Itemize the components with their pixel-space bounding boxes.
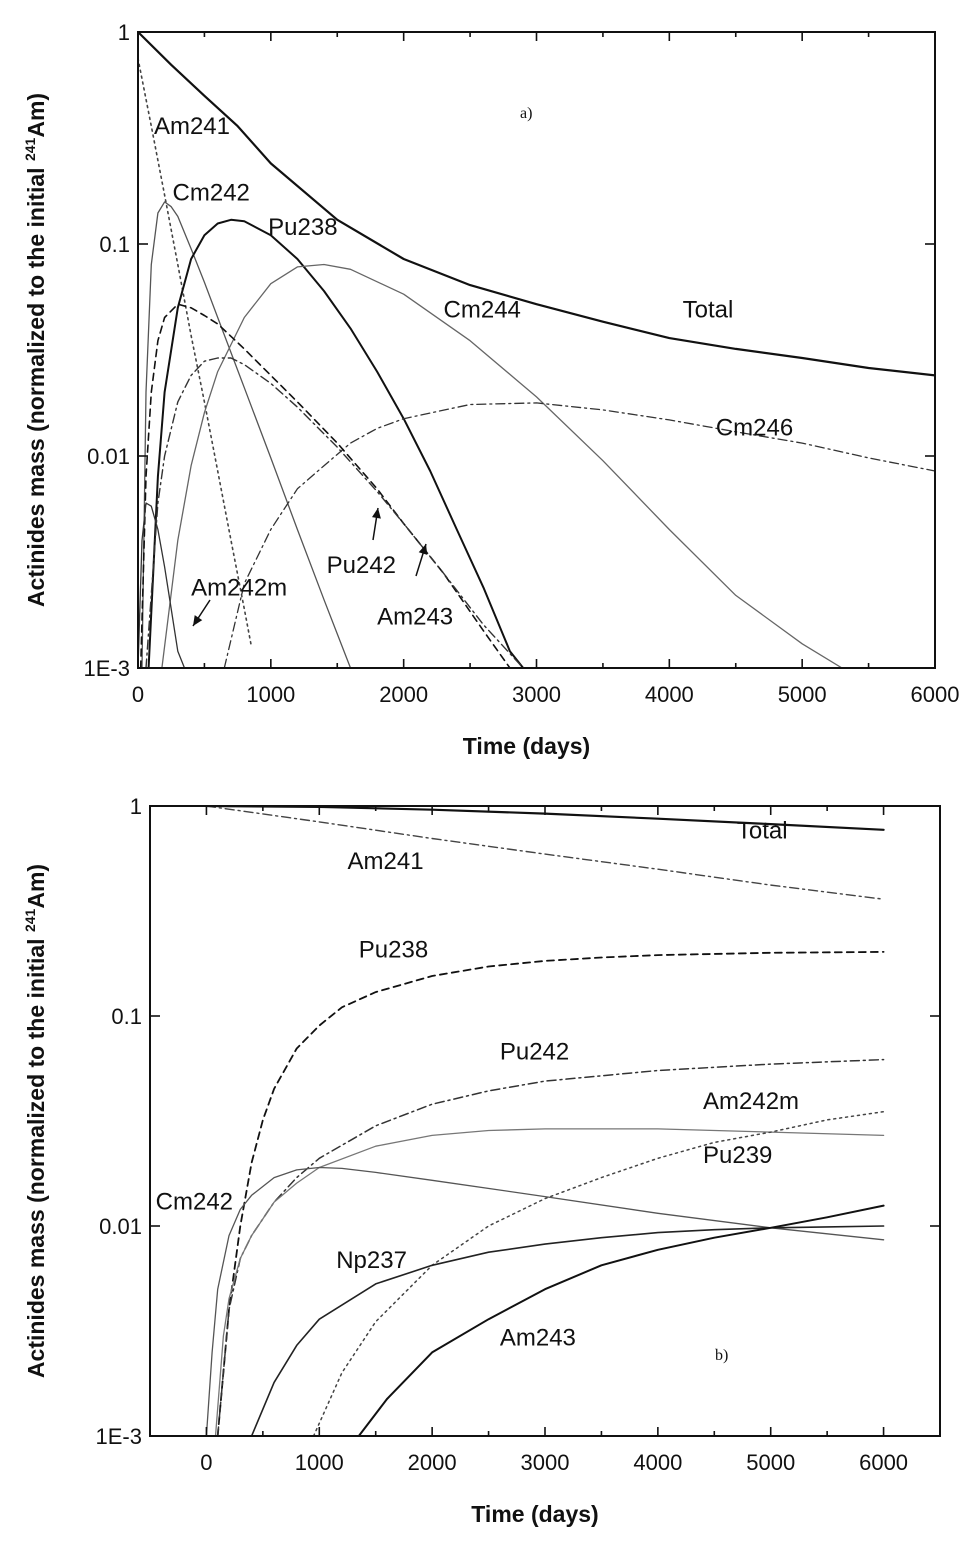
series-line-am243: [357, 1204, 885, 1436]
x-tick-label: 6000: [911, 682, 960, 707]
x-axis-label: Time (days): [471, 1501, 598, 1527]
series-line-cm242: [205, 1166, 885, 1436]
x-tick-label: 2000: [408, 1450, 457, 1475]
y-tick-label: 1E-3: [84, 656, 130, 681]
series-label-cm242: Cm242: [173, 180, 250, 207]
series-label-cm244: Cm244: [444, 297, 521, 324]
x-axis-label: Time (days): [463, 733, 590, 759]
series-label-total: Total: [737, 818, 788, 845]
series-label-cm246: Cm246: [716, 414, 793, 441]
series-line-cm244: [161, 263, 843, 668]
series-label-pu242: Pu242: [500, 1039, 569, 1066]
series-label-np237: Np237: [336, 1247, 407, 1274]
x-tick-label: 6000: [859, 1450, 908, 1475]
series-group: [138, 32, 935, 668]
x-tick-label: 0: [132, 682, 144, 707]
annotation-arrowhead: [372, 508, 381, 519]
x-tick-label: 0: [200, 1450, 212, 1475]
y-tick-label: 1: [118, 20, 130, 45]
series-label-cm242: Cm242: [156, 1188, 233, 1215]
series-label-am243: Am243: [377, 604, 453, 631]
panel-label: a): [520, 105, 532, 122]
y-tick-label: 0.01: [87, 444, 130, 469]
plot-frame: [137, 31, 936, 669]
x-tick-label: 2000: [379, 682, 428, 707]
series-line-cm246: [223, 402, 935, 668]
series-line-np237: [250, 1225, 885, 1436]
x-tick-label: 3000: [512, 682, 561, 707]
annotation-arrowhead: [418, 544, 428, 555]
y-tick-label: 1E-3: [96, 1424, 142, 1449]
series-label-am243: Am243: [500, 1324, 576, 1351]
x-tick-label: 5000: [746, 1450, 795, 1475]
series-line-pu238: [216, 951, 885, 1436]
series-line-pu242: [216, 1058, 885, 1436]
y-tick-label: 0.1: [111, 1004, 142, 1029]
series-label-am242m: Am242m: [191, 574, 287, 601]
series-label-total: Total: [683, 297, 734, 324]
series-line-am243: [145, 357, 524, 668]
series-line-cm242: [141, 201, 352, 668]
series-label-am242m: Am242m: [703, 1088, 799, 1115]
x-tick-label: 4000: [633, 1450, 682, 1475]
series-line-am242m: [138, 502, 186, 668]
series-line-am241: [138, 57, 252, 645]
y-axis-label: Actinides mass (normalized to the initia…: [22, 864, 49, 1378]
y-tick-label: 0.1: [99, 232, 130, 257]
y-tick-label: 0.01: [99, 1214, 142, 1239]
series-line-am241: [205, 806, 885, 900]
x-tick-label: 1000: [295, 1450, 344, 1475]
x-tick-label: 1000: [246, 682, 295, 707]
chart-a-svg: 0 1000 2000 3000 4000 5000 6000 1E-3 0.01 0.1 1 Tim…: [22, 20, 960, 759]
series-line-pu239: [312, 1110, 885, 1436]
series-label-pu242: Pu242: [327, 552, 396, 579]
chart-b-svg: 0 1000 2000 3000 4000 5000 6000 1E-3 0.01 0.1 1 Tim…: [22, 794, 941, 1527]
y-tick-label: 1: [130, 794, 142, 819]
series-label-pu238: Pu238: [268, 214, 337, 241]
x-tick-label: 3000: [521, 1450, 570, 1475]
annotation-arrowhead: [193, 615, 203, 626]
chart-panel-b: 0 1000 2000 3000 4000 5000 6000 1E-3 0.01 0.1 1 Tim…: [0, 772, 970, 1544]
series-line-am242m: [214, 1128, 885, 1436]
series-label-pu238: Pu238: [359, 936, 428, 963]
x-tick-label: 4000: [645, 682, 694, 707]
chart-panel-a: 0 1000 2000 3000 4000 5000 6000 1E-3 0.01 0.1 1 Tim…: [22, 20, 960, 759]
panel-label: b): [715, 1347, 728, 1364]
x-tick-label: 5000: [778, 682, 827, 707]
y-axis-label: Actinides mass (normalized to the initia…: [22, 93, 49, 607]
series-line-total: [138, 32, 935, 377]
series-label-pu239: Pu239: [703, 1142, 772, 1169]
series-label-am241: Am241: [154, 113, 230, 140]
series-label-am241: Am241: [348, 848, 424, 875]
series-line-pu238: [147, 218, 525, 668]
